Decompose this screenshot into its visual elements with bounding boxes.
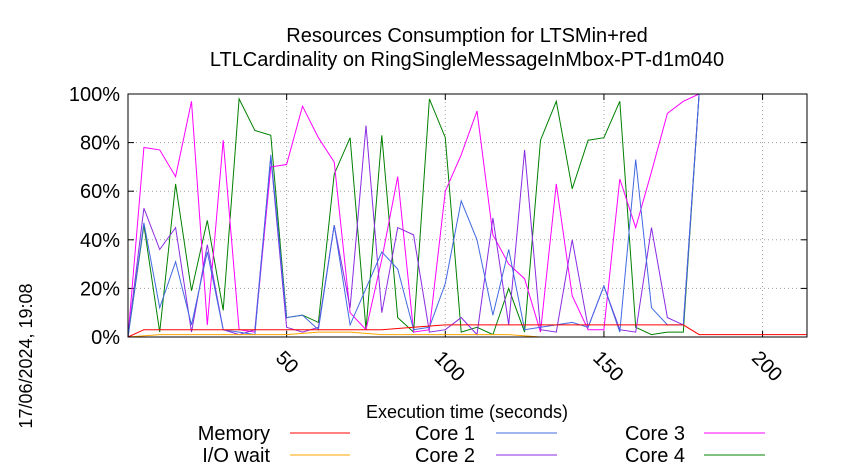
legend-label: Core 2 [415,445,475,467]
plot-frame [127,93,808,338]
y-tick-label: 20% [80,278,120,300]
y-tick-label: 100% [69,84,120,106]
y-tick-label: 40% [80,230,120,252]
legend-label: Core 3 [625,423,685,445]
x-tick-label: 100 [430,347,469,386]
legend-label: Core 1 [415,423,475,445]
series-line-core-4 [127,93,807,338]
x-axis-label: Execution time (seconds) [366,402,568,422]
series-line-memory [127,324,807,338]
chart-title-line-1: Resources Consumption for LTSMin+red [286,25,647,47]
y-tick-label: 60% [80,181,120,203]
legend-label: Memory [198,423,270,445]
series-lines [127,93,807,338]
legend-label: Core 4 [625,445,685,467]
series-line-core-3 [127,93,807,338]
grid-lines [128,94,807,337]
legend-label: I/O wait [202,445,270,467]
x-tick-label: 200 [747,347,786,386]
chart-title-line-2: LTLCardinality on RingSingleMessageInMbo… [210,49,724,71]
x-tick-label: 150 [588,347,627,386]
timestamp-label: 17/06/2024, 19:08 [16,283,36,428]
x-tick-label: 50 [271,347,302,378]
y-tick-label: 80% [80,133,120,155]
y-axis-ticks: 0% 20% 40% 60% 80% 100% [69,84,807,349]
y-tick-label: 0% [91,327,120,349]
